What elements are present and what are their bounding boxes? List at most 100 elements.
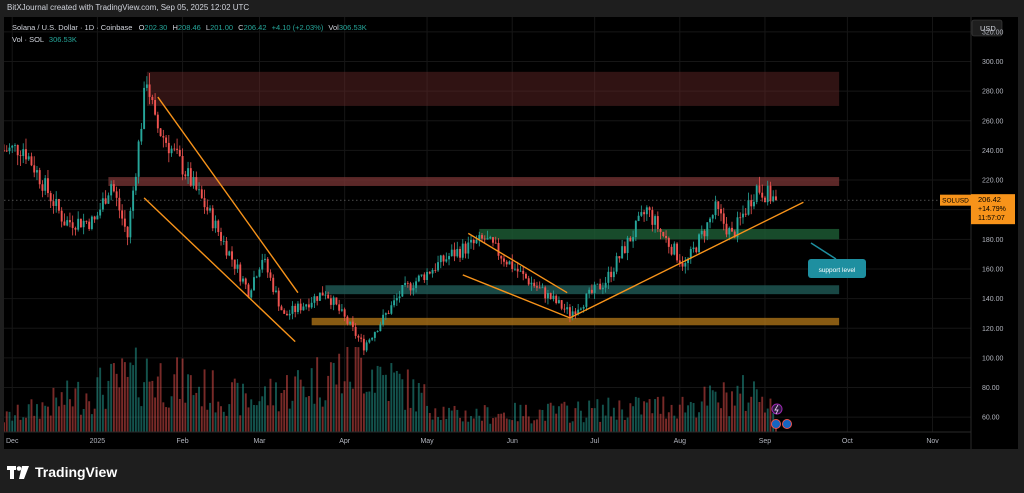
candle[interactable] [90, 216, 93, 229]
trendline[interactable] [569, 201, 804, 319]
candle[interactable] [577, 309, 580, 315]
lightning-icon[interactable] [771, 403, 783, 415]
candle[interactable] [272, 277, 275, 292]
candle[interactable] [264, 258, 266, 260]
candle[interactable] [349, 321, 352, 324]
candle[interactable] [698, 234, 700, 253]
candle[interactable] [195, 177, 198, 190]
candle[interactable] [478, 235, 481, 240]
candle[interactable] [101, 198, 104, 210]
candle[interactable] [629, 237, 632, 242]
candle[interactable] [104, 198, 107, 204]
candle[interactable] [173, 148, 176, 150]
candle[interactable] [112, 184, 115, 192]
candle[interactable] [228, 251, 231, 256]
candle[interactable] [610, 271, 613, 278]
event-icons[interactable] [771, 403, 792, 429]
candle[interactable] [225, 240, 228, 256]
candle[interactable] [296, 303, 299, 313]
candle[interactable] [678, 260, 681, 264]
price-zone[interactable] [146, 71, 840, 106]
candle[interactable] [626, 237, 629, 253]
candle[interactable] [530, 282, 533, 285]
candle[interactable] [720, 208, 722, 214]
candle[interactable] [362, 338, 365, 351]
candle[interactable] [294, 305, 297, 313]
candle[interactable] [187, 168, 190, 177]
candle[interactable] [231, 251, 233, 260]
candle[interactable] [360, 337, 363, 339]
candle[interactable] [200, 189, 203, 199]
candle[interactable] [415, 281, 418, 289]
candle[interactable] [483, 238, 486, 240]
candle[interactable] [448, 256, 451, 260]
trendlines[interactable] [143, 96, 804, 343]
candle[interactable] [203, 198, 206, 208]
candle[interactable] [253, 277, 255, 291]
candle[interactable] [340, 309, 343, 311]
candle[interactable] [497, 242, 500, 256]
candle[interactable] [137, 141, 140, 177]
candle[interactable] [354, 326, 357, 336]
candle[interactable] [607, 271, 610, 283]
candle[interactable] [310, 302, 313, 308]
candle[interactable] [654, 216, 657, 225]
candle[interactable] [417, 275, 420, 282]
candle[interactable] [49, 193, 52, 202]
candle[interactable] [321, 292, 324, 296]
candle[interactable] [772, 196, 775, 202]
candle[interactable] [239, 264, 242, 282]
candle[interactable] [582, 306, 585, 309]
candle[interactable] [332, 297, 335, 305]
candle[interactable] [590, 289, 593, 293]
candle[interactable] [327, 294, 330, 299]
candle[interactable] [714, 201, 717, 216]
candle[interactable] [428, 271, 431, 274]
candle[interactable] [494, 242, 497, 244]
candle[interactable] [508, 261, 511, 265]
candle[interactable] [486, 238, 489, 240]
candle[interactable] [22, 149, 25, 157]
candle[interactable] [178, 149, 181, 157]
candle[interactable] [659, 229, 662, 232]
candle[interactable] [134, 176, 137, 191]
candle[interactable] [162, 136, 165, 138]
candle[interactable] [99, 209, 102, 216]
candle[interactable] [247, 284, 250, 298]
tradingview-logo[interactable]: TradingView [7, 464, 117, 480]
candle[interactable] [744, 213, 747, 215]
candle[interactable] [544, 287, 547, 299]
candle[interactable] [593, 284, 596, 293]
candle[interactable] [305, 304, 308, 307]
candle[interactable] [662, 231, 665, 236]
candle[interactable] [192, 177, 195, 186]
candle[interactable] [612, 271, 615, 278]
price-zone[interactable] [325, 285, 840, 295]
candle[interactable] [77, 218, 80, 230]
candle[interactable] [55, 199, 58, 206]
candle[interactable] [676, 243, 679, 261]
candle[interactable] [33, 165, 36, 173]
candle[interactable] [145, 84, 148, 88]
candle[interactable] [706, 222, 709, 237]
candle[interactable] [439, 255, 442, 263]
candle[interactable] [324, 294, 327, 296]
candle[interactable] [585, 293, 588, 307]
candle[interactable] [604, 282, 607, 288]
candle[interactable] [552, 295, 555, 300]
candle[interactable] [747, 200, 750, 215]
candle[interactable] [563, 308, 566, 310]
currency-button[interactable] [971, 19, 1003, 37]
candle[interactable] [41, 184, 44, 191]
candle[interactable] [16, 145, 19, 156]
candle[interactable] [148, 84, 151, 97]
candle[interactable] [140, 128, 143, 142]
candle[interactable] [684, 263, 687, 267]
candle[interactable] [500, 255, 503, 259]
candle[interactable] [700, 230, 703, 235]
candle[interactable] [423, 274, 426, 281]
trendline[interactable] [467, 232, 568, 294]
candle[interactable] [769, 185, 772, 202]
candle[interactable] [621, 246, 624, 259]
candle[interactable] [579, 308, 582, 310]
